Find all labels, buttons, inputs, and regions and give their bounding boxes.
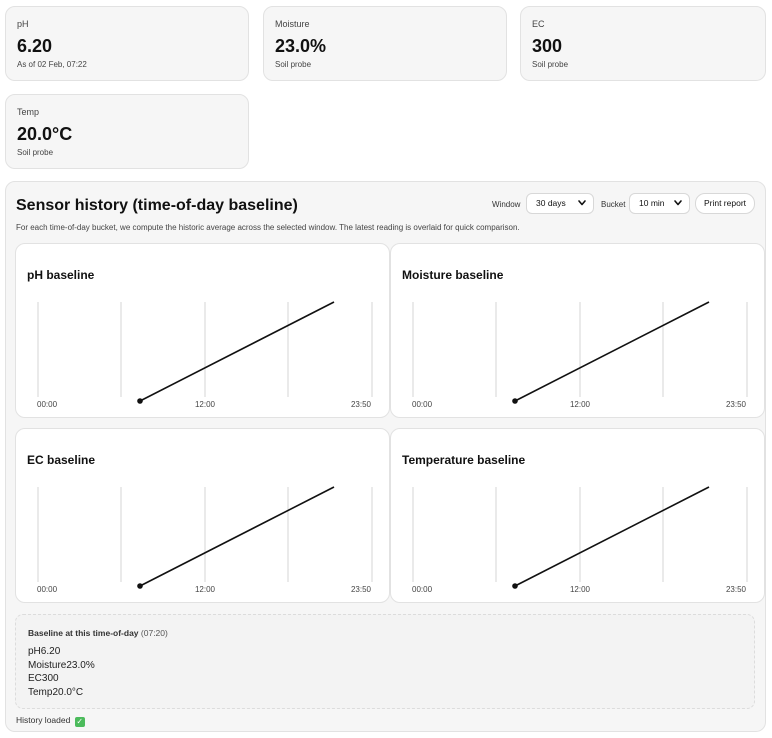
baseline-item-value: 20.0°C (52, 686, 84, 698)
window-select-value: 30 days (536, 198, 566, 208)
x-tick-label: 00:00 (412, 400, 433, 409)
latest-reading-point (137, 583, 143, 589)
baseline-item-value: 6.20 (40, 646, 61, 657)
kpi-value: 6.20 (17, 36, 53, 56)
baseline-item-label: Moisture (28, 659, 67, 671)
kpi-value: 300 (532, 36, 563, 56)
baseline-item-ph: pH6.20 (28, 645, 95, 659)
series-line (514, 301, 710, 402)
chart-card-ph: pH baseline 00:00 12:00 23:50 (15, 243, 390, 418)
x-tick-label: 23:50 (351, 400, 372, 409)
chart-card-moisture: Moisture baseline 00:00 12:00 23:50 (390, 243, 765, 418)
kpi-card-ec: EC 300 Soil probe (520, 6, 766, 81)
bucket-select[interactable]: 10 min (629, 193, 690, 214)
bucket-label: Bucket (601, 200, 626, 209)
series-line (139, 301, 335, 402)
chevron-down-icon (578, 200, 586, 206)
chart-card-temperature: Temperature baseline 00:00 12:00 23:50 (390, 428, 765, 603)
baseline-item-label: pH (28, 646, 41, 657)
baseline-list: pH6.20 Moisture23.0% EC300 Temp20.0°C (28, 645, 95, 699)
kpi-label: Moisture (275, 19, 310, 29)
x-tick-label: 23:50 (726, 585, 747, 594)
x-tick-label: 12:00 (570, 585, 591, 594)
chart-title: Moisture baseline (402, 268, 504, 282)
kpi-card-moisture: Moisture 23.0% Soil probe (263, 6, 507, 81)
window-select[interactable]: 30 days (526, 193, 594, 214)
temperature-baseline-chart: 00:00 12:00 23:50 (412, 486, 748, 594)
check-icon: ✓ (74, 717, 85, 727)
chart-card-ec: EC baseline 00:00 12:00 23:50 (15, 428, 390, 603)
x-tick-label: 00:00 (37, 400, 58, 409)
series-line (139, 486, 335, 587)
baseline-item-value: 23.0% (66, 659, 95, 671)
x-tick-label: 23:50 (351, 585, 372, 594)
baseline-summary: Baseline at this time-of-day (07:20) pH6… (15, 614, 755, 709)
baseline-heading: Baseline at this time-of-day (07:20) (28, 628, 168, 638)
status-text: History loaded (16, 715, 71, 725)
latest-reading-point (137, 398, 143, 404)
latest-reading-point (512, 398, 518, 404)
ec-baseline-chart: 00:00 12:00 23:50 (37, 486, 373, 594)
kpi-label: pH (17, 19, 29, 29)
baseline-item-temp: Temp20.0°C (28, 686, 95, 700)
kpi-card-temp: Temp 20.0°C Soil probe (5, 94, 249, 169)
baseline-item-label: Temp (28, 686, 53, 698)
chart-title: EC baseline (27, 453, 96, 467)
latest-reading-point (512, 583, 518, 589)
kpi-subtext: As of 02 Feb, 07:22 (17, 60, 87, 69)
baseline-time: (07:20) (140, 628, 168, 638)
sensor-history-panel: Sensor history (time-of-day baseline) Wi… (5, 181, 766, 732)
x-tick-label: 12:00 (570, 400, 591, 409)
kpi-value: 23.0% (275, 36, 327, 56)
status-message: History loaded ✓ (16, 715, 85, 727)
panel-description: For each time-of-day bucket, we compute … (16, 223, 520, 232)
chart-title: Temperature baseline (402, 453, 526, 467)
kpi-subtext: Soil probe (17, 148, 54, 157)
chart-title: pH baseline (27, 268, 95, 282)
baseline-item-label: EC (28, 673, 42, 684)
series-line (514, 486, 710, 587)
print-report-button[interactable]: Print report (695, 193, 755, 214)
kpi-subtext: Soil probe (275, 60, 312, 69)
kpi-label: EC (532, 19, 545, 29)
x-tick-label: 12:00 (195, 585, 216, 594)
window-label: Window (492, 200, 521, 209)
x-tick-label: 00:00 (37, 585, 58, 594)
kpi-value: 20.0°C (17, 124, 73, 144)
ph-baseline-chart: 00:00 12:00 23:50 (37, 301, 373, 409)
baseline-heading-text: Baseline at this time-of-day (28, 628, 139, 638)
kpi-subtext: Soil probe (532, 60, 569, 69)
moisture-baseline-chart: 00:00 12:00 23:50 (412, 301, 748, 409)
x-tick-label: 12:00 (195, 400, 216, 409)
baseline-item-value: 300 (41, 673, 59, 684)
kpi-card-ph: pH 6.20 As of 02 Feb, 07:22 (5, 6, 249, 81)
x-tick-label: 23:50 (726, 400, 747, 409)
baseline-item-moisture: Moisture23.0% (28, 659, 95, 673)
baseline-item-ec: EC300 (28, 672, 95, 686)
chevron-down-icon (674, 200, 682, 206)
panel-title: Sensor history (time-of-day baseline) (16, 197, 298, 214)
bucket-select-value: 10 min (639, 198, 665, 208)
kpi-label: Temp (17, 107, 40, 117)
x-tick-label: 00:00 (412, 585, 433, 594)
